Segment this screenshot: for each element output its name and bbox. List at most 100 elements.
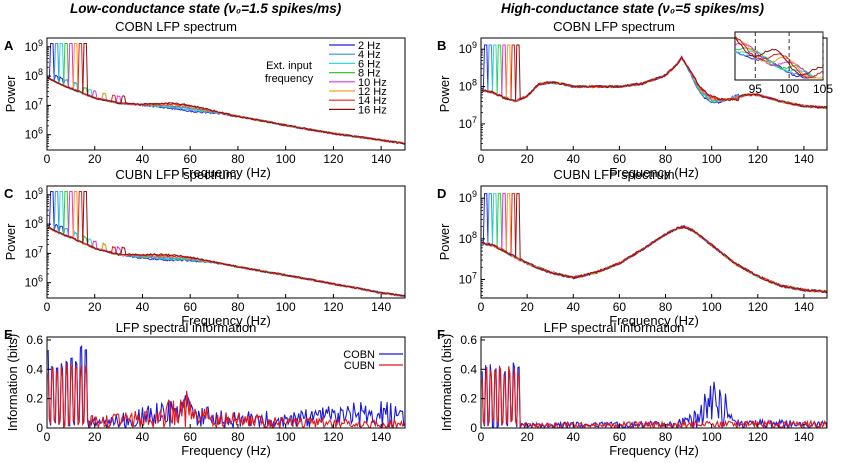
inset-series-line — [735, 36, 823, 76]
y-axis-label: Power — [3, 75, 18, 113]
panel-letter: D — [437, 186, 446, 201]
y-tick-label: 107 — [25, 96, 43, 112]
series-line-2hz — [48, 191, 405, 297]
x-tick-label: 0 — [44, 152, 51, 166]
x-tick-label: 140 — [371, 152, 391, 166]
series-line-16hz — [482, 193, 827, 294]
x-axis-label: Frequency (Hz) — [181, 443, 271, 458]
x-tick-label: 100 — [276, 430, 296, 444]
left-column-title: Low-conductance state (ν₀=1.5 spikes/ms) — [70, 1, 342, 16]
x-tick-label: 60 — [184, 430, 198, 444]
panel-title: LFP spectral information — [116, 320, 257, 335]
legend-title: Ext. input — [266, 60, 312, 72]
series-line-12hz — [48, 43, 405, 144]
y-tick-label: 0.2 — [26, 392, 43, 406]
axes-frame — [46, 336, 406, 429]
panel-b: 0 20 40 60 80 100 120 140 107 108 109 Frequency (Hz… — [437, 19, 833, 180]
legend-label: 16 Hz — [358, 104, 387, 116]
legend-label: 8 Hz — [358, 68, 381, 80]
x-tick-label: 80 — [231, 300, 245, 314]
x-axis-label: Frequency (Hz) — [181, 313, 271, 328]
y-tick-label: 0.6 — [26, 333, 43, 347]
x-tick-label: 0 — [478, 300, 485, 314]
y-tick-label: 109 — [459, 189, 477, 205]
x-tick-label: 120 — [323, 152, 343, 166]
x-tick-label: 80 — [659, 300, 673, 314]
x-tick-label: 140 — [371, 430, 391, 444]
x-tick-label: 140 — [794, 430, 814, 444]
x-tick-label: 60 — [613, 152, 627, 166]
axes-frame — [46, 37, 406, 151]
series-line-12hz — [481, 193, 827, 294]
inset-x-tick-label: 105 — [813, 82, 833, 96]
x-tick-label: 100 — [702, 152, 722, 166]
series-line-4hz — [47, 43, 405, 144]
x-tick-label: 140 — [794, 152, 814, 166]
x-tick-label: 0 — [44, 300, 51, 314]
inset-series-line — [735, 35, 823, 79]
y-axis-label: Power — [437, 223, 452, 261]
x-tick-label: 60 — [613, 430, 627, 444]
series-line-14hz — [481, 193, 827, 294]
y-tick-label: 109 — [459, 40, 477, 56]
series-line-10hz — [48, 191, 405, 297]
panel-c: 0 20 40 60 80 100 120 140 106 107 108 109 Frequency … — [3, 167, 406, 328]
panel-d: 0 20 40 60 80 100 120 140 107 108 109 Frequency (Hz… — [437, 167, 828, 328]
series-line-6hz — [48, 43, 405, 144]
panel-letter: A — [4, 38, 14, 53]
y-axis-label: Information (bits) — [5, 334, 20, 432]
x-tick-label: 20 — [520, 152, 534, 166]
x-tick-label: 120 — [748, 152, 768, 166]
legend-label: 10 Hz — [358, 77, 387, 89]
panel-f: 0 20 40 60 80 100 120 140 0 0.2 0.4 0.6 Frequency (H… — [437, 320, 828, 458]
series-line-16hz — [481, 44, 827, 109]
series-line-16hz — [48, 191, 405, 297]
inset-x-tick-label: 100 — [779, 82, 799, 96]
x-tick-label: 20 — [520, 430, 534, 444]
x-tick-label: 100 — [276, 152, 296, 166]
x-tick-label: 100 — [702, 300, 722, 314]
series-line-2hz — [47, 43, 405, 145]
x-tick-label: 20 — [88, 430, 102, 444]
y-tick-label: 0 — [470, 421, 477, 435]
panel-title: CUBN LFP spectrum — [553, 167, 674, 182]
x-tick-label: 40 — [567, 300, 581, 314]
legend-label: 4 Hz — [358, 49, 381, 61]
x-axis-label: Frequency (Hz) — [181, 165, 271, 180]
series-line-14hz — [47, 43, 405, 145]
legend-label: 2 Hz — [358, 40, 381, 52]
x-tick-label: 100 — [276, 300, 296, 314]
axes-frame — [480, 185, 828, 299]
legend-title: frequency — [265, 73, 314, 85]
legend-label: CUBN — [344, 360, 375, 372]
axes-frame — [480, 37, 828, 151]
axes-frame — [480, 336, 828, 429]
x-tick-label: 120 — [323, 300, 343, 314]
right-column-title: High-conductance state (ν₀=5 spikes/ms) — [501, 1, 765, 16]
y-tick-label: 108 — [25, 67, 43, 83]
inset: 95 100 105 — [734, 31, 833, 96]
x-tick-label: 140 — [794, 300, 814, 314]
x-axis-label: Frequency (Hz) — [609, 313, 699, 328]
panel-letter: C — [4, 186, 14, 201]
panel-a: 0 20 40 60 80 100 120 140 106 107 108 109 Frequency … — [3, 19, 406, 180]
y-axis-label: Information (bits) — [439, 334, 454, 432]
x-tick-label: 40 — [136, 152, 150, 166]
x-tick-label: 20 — [88, 152, 102, 166]
plot-area — [47, 344, 405, 428]
series-line-6hz — [482, 193, 827, 294]
y-tick-label: 107 — [25, 244, 43, 260]
legend-label: COBN — [343, 349, 375, 361]
x-tick-label: 80 — [231, 430, 245, 444]
x-tick-label: 40 — [136, 430, 150, 444]
series-line-4hz — [48, 191, 405, 298]
series-line-6hz — [48, 191, 405, 298]
panel-e: 0 20 40 60 80 100 120 140 0 0.2 0.4 0.6 Frequency (H… — [4, 320, 406, 458]
x-axis-label: Frequency (Hz) — [609, 443, 699, 458]
inset-series-line — [735, 42, 823, 79]
x-tick-label: 60 — [184, 152, 198, 166]
plot-area — [481, 362, 827, 428]
x-tick-label: 120 — [748, 430, 768, 444]
series-line-12hz — [47, 191, 405, 297]
x-tick-label: 20 — [520, 300, 534, 314]
